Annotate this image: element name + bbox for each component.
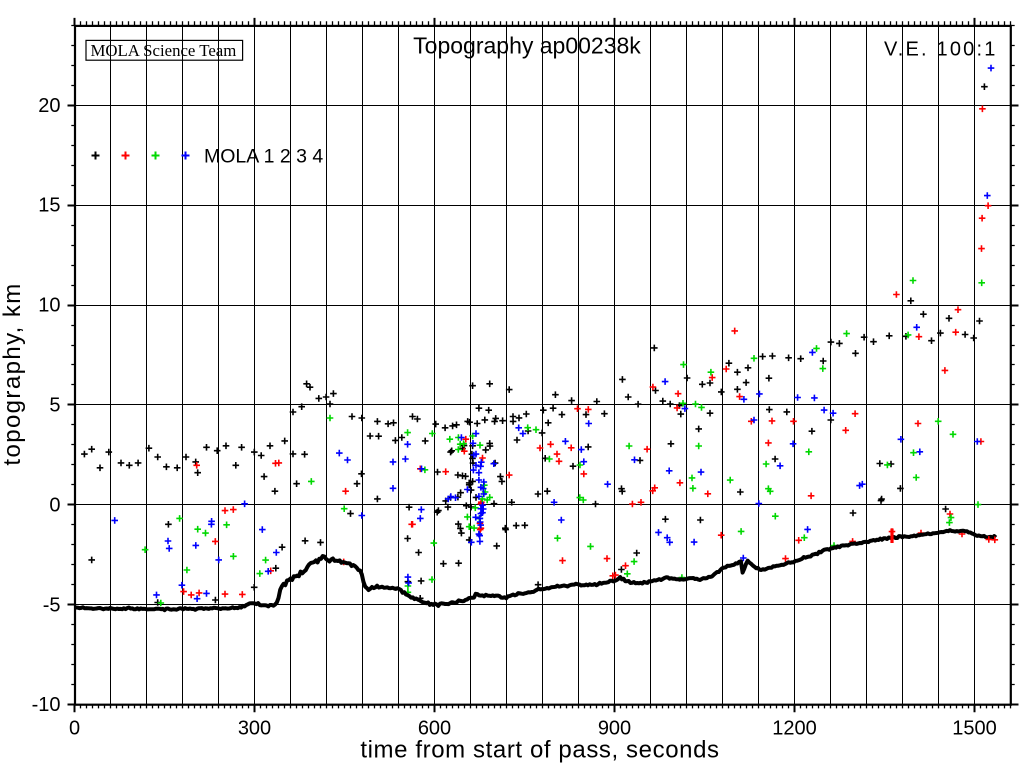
svg-text:1500: 1500 [952, 718, 997, 740]
svg-text:20: 20 [38, 95, 60, 117]
svg-text:time from start of pass, secon: time from start of pass, seconds [360, 737, 719, 764]
svg-text:V.E. 100:1: V.E. 100:1 [884, 39, 998, 61]
svg-text:-5: -5 [43, 594, 61, 616]
svg-text:-10: -10 [32, 694, 61, 716]
svg-text:MOLA 1 2 3 4: MOLA 1 2 3 4 [204, 146, 323, 168]
svg-text:topography, km: topography, km [0, 282, 26, 465]
svg-text:10: 10 [38, 295, 60, 317]
svg-text:300: 300 [238, 718, 271, 740]
svg-text:Topography ap00238k: Topography ap00238k [413, 33, 641, 59]
svg-text:5: 5 [49, 395, 60, 417]
svg-text:15: 15 [38, 195, 60, 217]
svg-text:900: 900 [598, 718, 631, 740]
svg-text:0: 0 [49, 494, 60, 516]
svg-text:MOLA Science Team: MOLA Science Team [91, 41, 237, 60]
svg-text:0: 0 [69, 718, 80, 740]
svg-text:1200: 1200 [772, 718, 817, 740]
svg-text:600: 600 [418, 718, 451, 740]
